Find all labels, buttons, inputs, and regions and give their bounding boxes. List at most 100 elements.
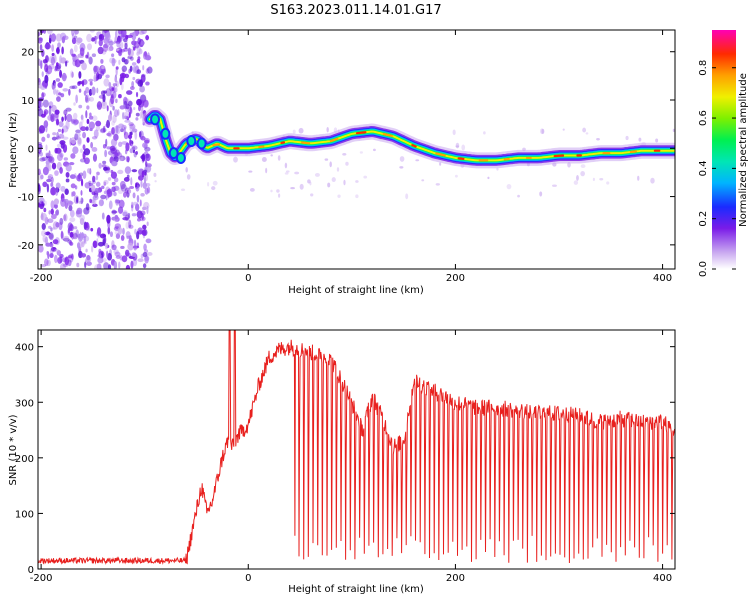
- noise-blob: [92, 194, 99, 201]
- noise-blob: [66, 113, 73, 123]
- noise-blob: [78, 200, 83, 204]
- noise-blob: [98, 199, 103, 207]
- noise-blob: [49, 105, 52, 109]
- noise-blob: [95, 174, 99, 181]
- noise-blob: [53, 82, 56, 89]
- noise-blob: [122, 210, 129, 218]
- noise-blob: [126, 90, 133, 95]
- noise-blob: [113, 109, 119, 118]
- noise-blob: [83, 148, 91, 156]
- noise-speckle: [276, 189, 280, 193]
- noise-blob: [142, 142, 148, 149]
- noise-blob: [55, 89, 59, 97]
- noise-blob: [127, 212, 131, 219]
- ridge-peak: [329, 137, 339, 143]
- noise-blob: [55, 33, 62, 42]
- noise-blob: [139, 199, 142, 207]
- noise-blob: [94, 40, 98, 45]
- noise-blob: [73, 226, 78, 230]
- noise-speckle: [496, 167, 499, 171]
- noise-speckle: [355, 180, 359, 183]
- noise-blob: [38, 58, 41, 66]
- noise-blob: [82, 144, 86, 150]
- noise-blob: [143, 51, 148, 58]
- noise-blob: [120, 245, 125, 249]
- ridge-blob: [175, 151, 186, 164]
- noise-blob: [89, 127, 93, 132]
- noise-blob: [103, 181, 107, 186]
- noise-speckle: [278, 193, 281, 198]
- noise-blob: [62, 136, 69, 140]
- noise-blob: [118, 199, 125, 209]
- y-tick-label: 300: [15, 398, 34, 409]
- noise-blob: [124, 119, 131, 123]
- noise-blob: [89, 81, 93, 86]
- noise-blob: [71, 253, 74, 260]
- noise-blob: [64, 114, 67, 122]
- colorbar-label: Normalized spectral amplitude: [738, 73, 749, 227]
- noise-blob: [56, 136, 61, 140]
- noise-blob: [46, 65, 53, 75]
- noise-blob: [47, 175, 52, 180]
- noise-blob: [126, 156, 130, 163]
- noise-blob: [100, 251, 104, 259]
- noise-blob: [47, 218, 54, 224]
- noise-blob: [55, 182, 61, 189]
- noise-blob: [78, 248, 82, 257]
- noise-blob: [94, 35, 97, 45]
- noise-blob: [132, 201, 138, 206]
- noise-blob: [91, 147, 98, 152]
- noise-blob: [62, 88, 69, 92]
- noise-blob: [147, 66, 153, 74]
- noise-blob: [120, 235, 125, 241]
- noise-blob: [86, 43, 92, 51]
- noise-blob: [45, 124, 48, 133]
- noise-blob: [136, 194, 140, 203]
- noise-blob: [54, 249, 59, 253]
- noise-speckle: [153, 172, 157, 177]
- noise-blob: [140, 192, 145, 197]
- noise-blob: [64, 60, 68, 67]
- noise-blob: [131, 169, 138, 173]
- noise-blob: [50, 113, 55, 123]
- noise-blob: [111, 210, 118, 214]
- noise-blob: [105, 74, 110, 79]
- noise-blob: [49, 154, 53, 160]
- noise-blob: [56, 143, 62, 148]
- noise-speckle: [582, 127, 587, 133]
- noise-blob: [55, 187, 59, 196]
- noise-speckle: [249, 188, 255, 192]
- noise-blob: [89, 198, 92, 204]
- noise-speckle: [506, 183, 512, 190]
- noise-blob: [131, 62, 137, 66]
- noise-speckle: [452, 129, 456, 136]
- noise-blob: [143, 137, 150, 144]
- noise-blob: [52, 186, 55, 195]
- noise-blob: [80, 189, 83, 196]
- noise-blob: [86, 168, 91, 174]
- noise-blob: [100, 58, 104, 64]
- noise-blob: [81, 80, 85, 87]
- noise-blob: [111, 127, 116, 135]
- noise-blob: [122, 217, 129, 221]
- noise-speckle: [585, 132, 589, 135]
- noise-blob: [118, 59, 121, 65]
- noise-blob: [133, 245, 137, 251]
- noise-speckle: [539, 191, 543, 197]
- noise-blob: [83, 90, 87, 96]
- noise-blob: [120, 82, 124, 91]
- noise-blob: [102, 160, 107, 165]
- noise-blob: [144, 255, 149, 264]
- noise-blob: [49, 252, 54, 259]
- noise-blob: [91, 115, 98, 122]
- noise-speckle: [290, 186, 295, 190]
- noise-blob: [129, 126, 136, 132]
- noise-blob: [110, 171, 118, 179]
- noise-speckle: [309, 181, 312, 186]
- noise-blob: [103, 166, 108, 171]
- noise-blob: [108, 200, 113, 210]
- noise-blob: [71, 85, 78, 90]
- noise-blob: [50, 33, 57, 42]
- noise-speckle: [265, 167, 268, 174]
- noise-blob: [115, 80, 119, 88]
